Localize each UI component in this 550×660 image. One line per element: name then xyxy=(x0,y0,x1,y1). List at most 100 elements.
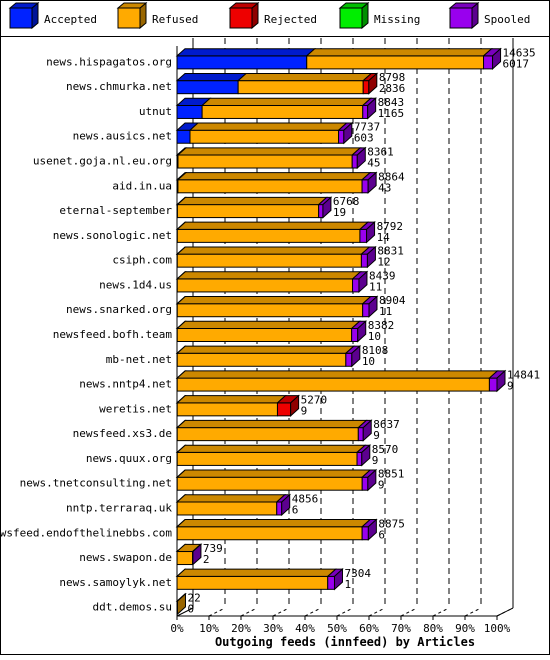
x-tick-label: 90% xyxy=(455,622,475,635)
bar-refused xyxy=(177,279,352,292)
bar-refused xyxy=(307,56,484,69)
category-label: usenet.goja.nl.eu.org xyxy=(33,155,172,168)
bar-spooled xyxy=(363,304,369,317)
accepted-value-label: 0 xyxy=(187,603,194,616)
accepted-value-label: 1 xyxy=(344,578,351,591)
x-tick-label: 50% xyxy=(327,622,347,635)
bar-spooled xyxy=(352,155,357,168)
legend-label-rejected: Rejected xyxy=(264,13,317,26)
x-tick-label: 40% xyxy=(295,622,315,635)
category-label: eternal-september xyxy=(59,204,172,217)
bar-top-refused xyxy=(178,148,360,155)
bar-refused xyxy=(202,105,363,118)
bar-row-newsfeed.bofh.team xyxy=(177,321,366,341)
bar-row-newsfeed.endofthelinebbs.com xyxy=(177,520,376,540)
category-label: newsfeed.bofh.team xyxy=(53,328,173,341)
accepted-value-label: 19 xyxy=(333,206,346,219)
bar-refused xyxy=(177,576,328,589)
bar-spooled xyxy=(362,527,368,540)
bar-refused xyxy=(178,180,362,193)
accepted-value-label: 14 xyxy=(377,231,391,244)
x-tick-label: 70% xyxy=(391,622,411,635)
bar-row-news.snarked.org xyxy=(177,297,377,317)
category-label: news.sonologic.net xyxy=(53,229,172,242)
bar-row-news.quux.org xyxy=(177,445,370,465)
bar-row-nntp.terraraq.uk xyxy=(177,495,290,515)
x-tick-label: 100% xyxy=(484,622,511,635)
legend-swatch-rejected xyxy=(230,8,252,28)
category-label: newsfeed.endofthelinebbs.com xyxy=(0,526,172,539)
x-tick-label: 20% xyxy=(231,622,251,635)
bar-refused xyxy=(238,81,363,94)
bar-top-refused xyxy=(202,98,371,105)
bar-spooled xyxy=(362,477,368,490)
bar-refused xyxy=(177,428,358,441)
bar-row-weretis.net xyxy=(177,396,299,416)
bar-spooled xyxy=(362,180,368,193)
accepted-value-label: 12 xyxy=(377,256,390,269)
category-label: news.snarked.org xyxy=(66,303,172,316)
bar-spooled xyxy=(489,378,497,391)
bar-row-news.samoylyk.net xyxy=(177,569,342,589)
bar-row-news.tnetconsulting.net xyxy=(177,470,376,490)
category-label: nntp.terraraq.uk xyxy=(66,501,172,514)
x-tick-label: 60% xyxy=(359,622,379,635)
bar-top-refused xyxy=(307,49,492,56)
bar-refused xyxy=(177,452,357,465)
category-label: news.ausics.net xyxy=(73,130,172,143)
bar-top-accepted xyxy=(177,73,246,80)
category-label: mb-net.net xyxy=(106,353,172,366)
bar-top-accepted xyxy=(177,49,315,56)
bar-spooled xyxy=(360,229,367,242)
bar-rejected xyxy=(277,403,290,416)
bar-row-csiph.com xyxy=(177,247,375,267)
accepted-value-label: 6 xyxy=(292,503,299,516)
bar-top-refused xyxy=(177,396,285,403)
category-label: newsfeed.xs3.de xyxy=(73,427,172,440)
bar-accepted xyxy=(177,105,202,118)
bar-top-refused xyxy=(177,247,369,254)
bar-row-news.nntp4.net xyxy=(177,371,505,391)
bar-row-utnut xyxy=(177,98,376,118)
bar-rejected xyxy=(363,81,369,94)
bar-top-refused xyxy=(238,73,371,80)
legend-label-accepted: Accepted xyxy=(44,13,97,26)
bar-top-refused xyxy=(177,321,359,328)
category-label: ddt.demos.su xyxy=(93,601,172,614)
accepted-value-label: 9 xyxy=(301,404,308,417)
accepted-value-label: 11 xyxy=(379,305,392,318)
accepted-value-label: 45 xyxy=(367,157,380,170)
bar-accepted xyxy=(177,81,238,94)
accepted-value-label: 9 xyxy=(373,429,380,442)
bar-top-refused xyxy=(177,420,366,427)
bar-top-refused xyxy=(177,197,326,204)
accepted-value-label: 10 xyxy=(368,330,381,343)
category-label: weretis.net xyxy=(99,402,172,415)
bar-spooled xyxy=(328,576,335,589)
bar-refused xyxy=(177,329,351,342)
bar-refused xyxy=(177,477,362,490)
category-label: news.hispagatos.org xyxy=(46,55,172,68)
accepted-value-label: 43 xyxy=(378,181,391,194)
category-label: news.quux.org xyxy=(86,452,172,465)
bar-spooled xyxy=(319,205,323,218)
accepted-value-label: 1165 xyxy=(378,107,405,120)
bar-refused xyxy=(177,304,362,317)
bar-top-refused xyxy=(177,569,336,576)
legend-swatch-spooled xyxy=(450,8,472,28)
bar-top-refused xyxy=(177,470,370,477)
bar-spooled xyxy=(361,254,367,267)
accepted-value-label: 9 xyxy=(378,479,385,492)
accepted-value-label: 11 xyxy=(369,280,382,293)
bar-top-refused xyxy=(177,445,365,452)
bar-spooled xyxy=(346,353,352,366)
category-label: news.samoylyk.net xyxy=(59,576,172,589)
bar-refused xyxy=(177,254,361,267)
bar-row-usenet.goja.nl.eu.org xyxy=(177,148,365,168)
bar-accepted xyxy=(177,130,190,143)
bar-top-refused xyxy=(177,346,354,353)
bar-row-news.chmurka.net xyxy=(177,73,377,93)
x-tick-label: 0% xyxy=(170,622,184,635)
